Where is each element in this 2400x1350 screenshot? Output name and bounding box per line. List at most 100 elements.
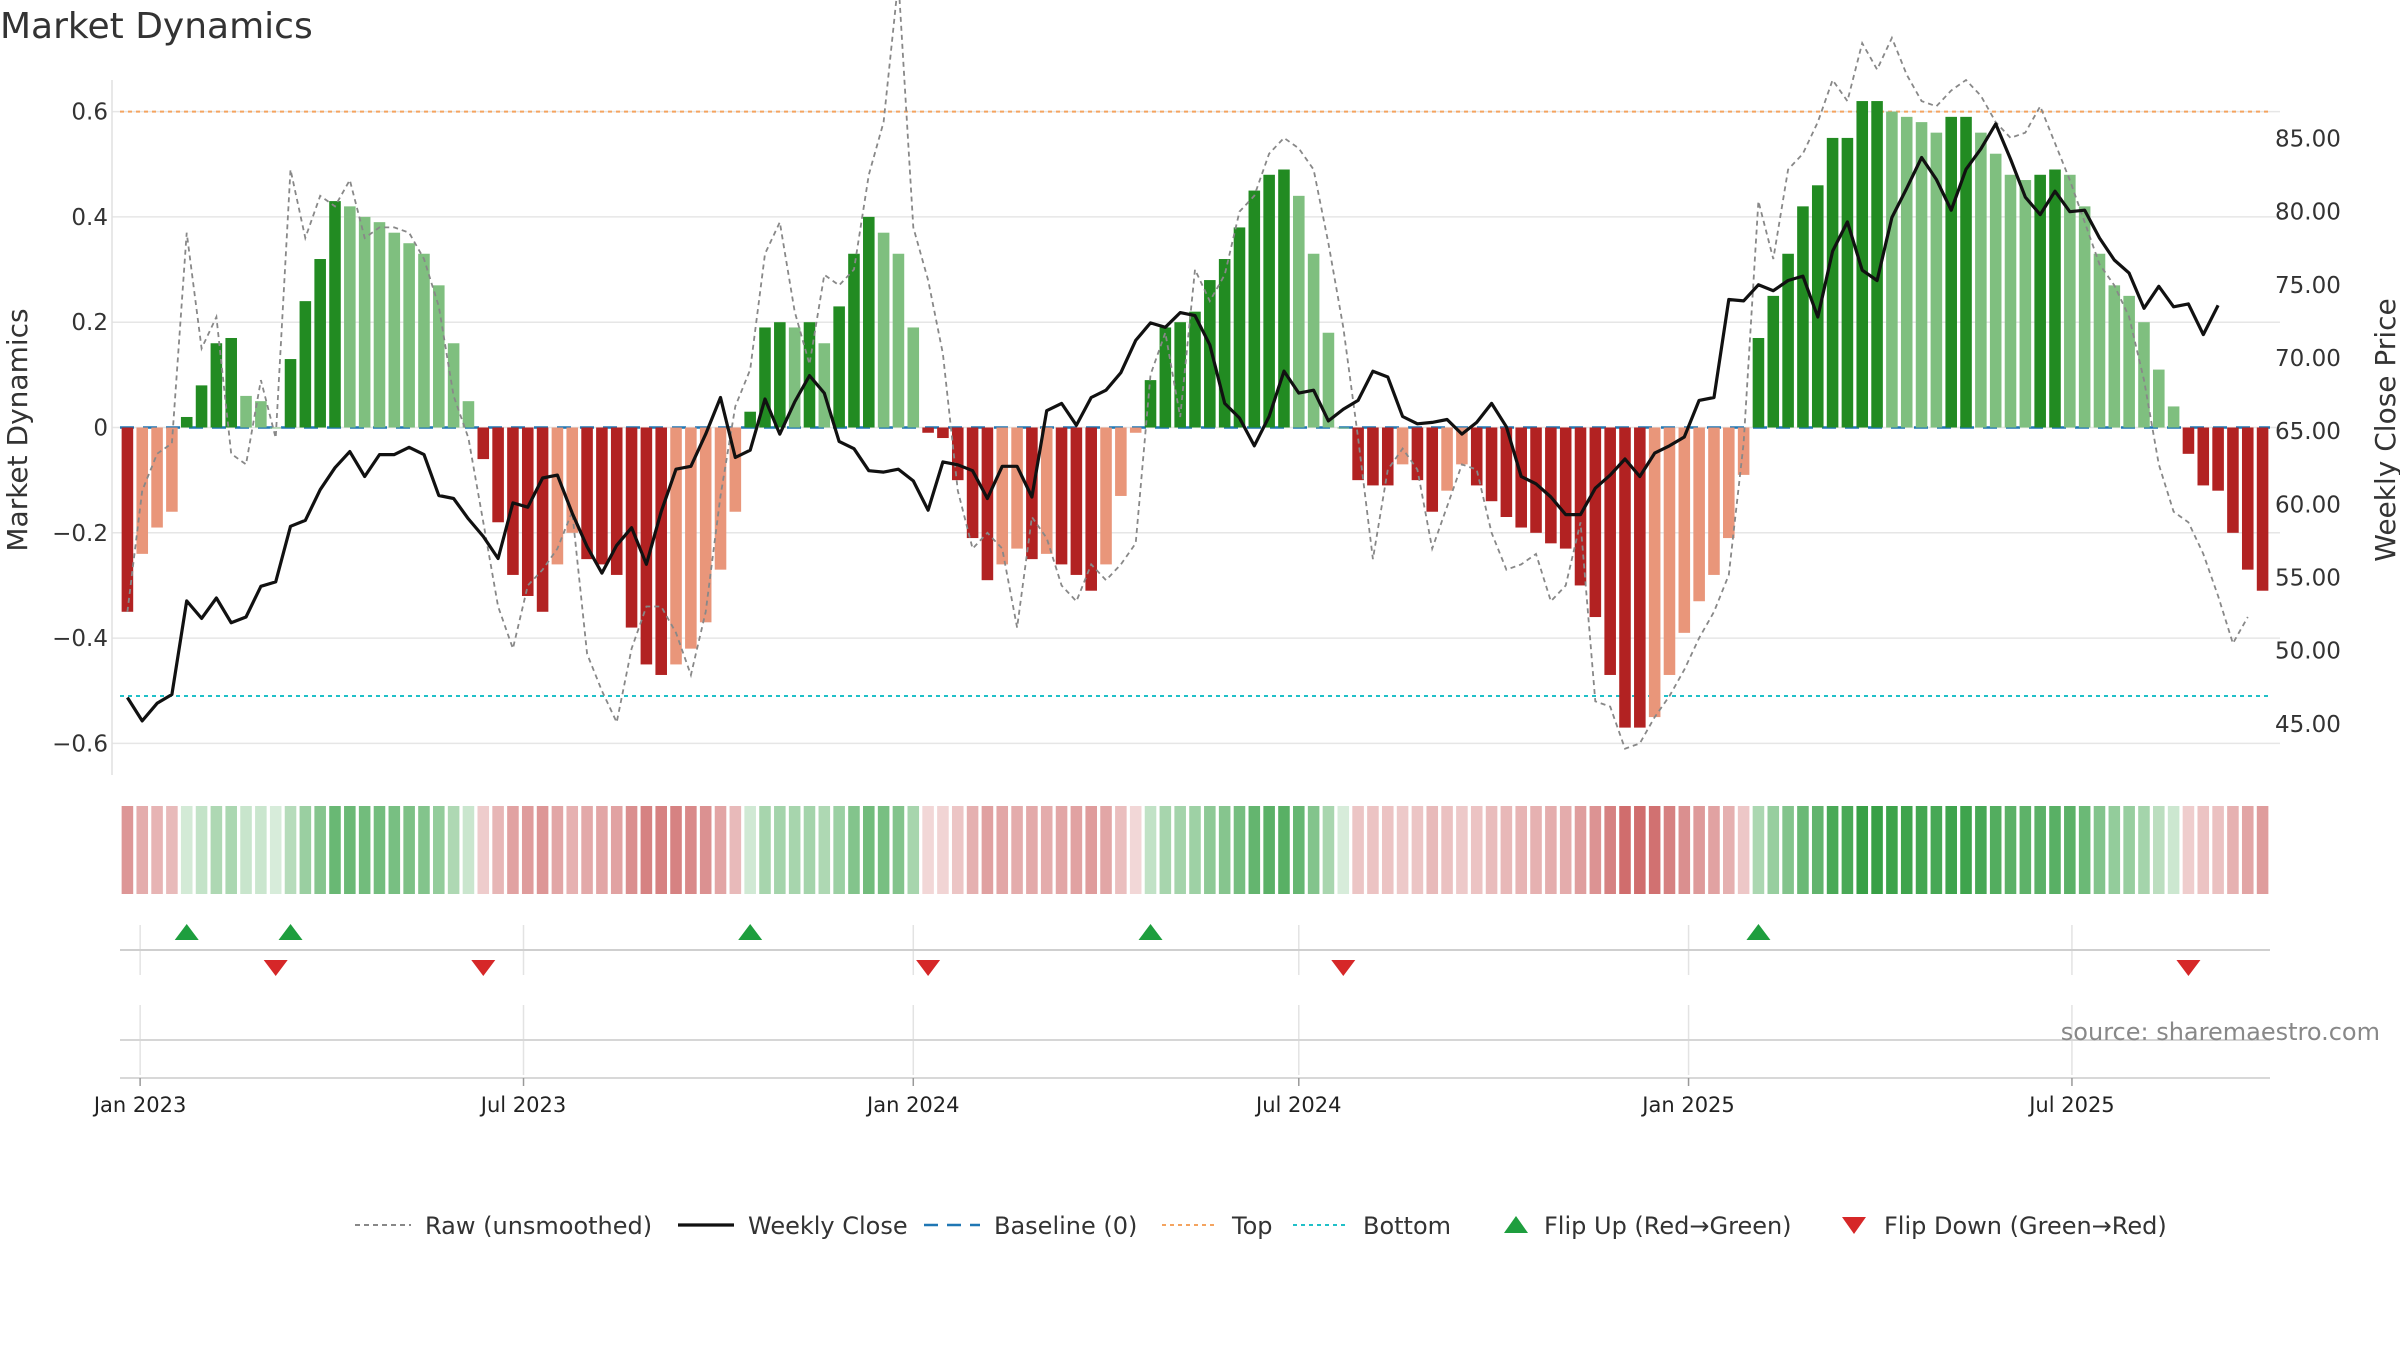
regime-cell — [625, 806, 638, 894]
regime-cell — [699, 806, 712, 894]
legend-swatch-flip-down — [1842, 1217, 1866, 1234]
y-left-tick-label: 0.2 — [71, 310, 108, 336]
regime-cell — [2093, 806, 2106, 894]
regime-cell — [774, 806, 786, 894]
dynamics-bar — [1619, 427, 1631, 728]
dynamics-bar — [536, 427, 549, 612]
regime-cell — [1129, 806, 1142, 894]
dynamics-bar — [1782, 253, 1794, 428]
regime-cell — [195, 806, 208, 894]
dynamics-bar — [1826, 137, 1839, 428]
dynamics-bar — [1441, 427, 1453, 491]
regime-cell — [981, 806, 994, 894]
regime-cell — [1634, 806, 1646, 894]
regime-cell — [2138, 806, 2150, 894]
legend-item-top: Top — [1162, 1212, 1273, 1240]
dynamics-bar — [477, 427, 490, 460]
regime-cell — [121, 806, 134, 894]
dynamics-bar — [2123, 295, 2135, 428]
regime-cell — [1975, 806, 1987, 894]
regime-cell — [1085, 806, 1097, 894]
dynamics-bar — [1055, 427, 1068, 565]
regime-cell — [1233, 806, 1246, 894]
dynamics-bar — [1115, 427, 1127, 496]
regime-cell — [1470, 806, 1483, 894]
regime-cell — [477, 806, 490, 894]
dynamics-bar — [1960, 116, 1972, 428]
dynamics-bar — [1545, 427, 1557, 544]
regime-cell — [329, 806, 341, 894]
regime-cell — [136, 806, 149, 894]
dynamics-bar — [1604, 427, 1616, 675]
dynamics-bar — [1144, 380, 1157, 428]
regime-cell — [2078, 806, 2091, 894]
dynamics-bar — [492, 427, 504, 523]
regime-cell — [388, 806, 401, 894]
dynamics-bar — [1485, 427, 1498, 502]
regime-cell — [818, 806, 831, 894]
regime-cell — [1871, 806, 1883, 894]
regime-cell — [1367, 806, 1379, 894]
regime-cell — [581, 806, 593, 894]
regime-cell — [1174, 806, 1186, 894]
regime-cell — [1574, 806, 1587, 894]
regime-cell — [1886, 806, 1898, 894]
regime-cell — [2049, 806, 2061, 894]
dynamics-bar — [1693, 427, 1705, 602]
regime-cell — [240, 806, 252, 894]
regime-cell — [255, 806, 267, 894]
dynamics-bar — [521, 427, 534, 596]
regime-cell — [2256, 806, 2269, 894]
regime-cell — [1011, 806, 1023, 894]
regime-cell — [1989, 806, 2002, 894]
dynamics-bar — [388, 232, 401, 428]
flip-markers — [174, 924, 2201, 976]
dynamics-bar — [566, 427, 579, 533]
regime-cell — [1619, 806, 1631, 894]
dynamics-bar — [1367, 427, 1379, 486]
dynamics-bar — [166, 427, 178, 512]
dynamics-bar — [1500, 427, 1513, 518]
raw-series — [126, 0, 2249, 750]
x-tick-label: Jul 2024 — [1254, 1093, 1341, 1117]
legend: Raw (unsmoothed) Weekly Close Baseline (0)… — [355, 1212, 2167, 1240]
dynamics-bar — [1070, 427, 1083, 575]
axes: 0.6 0.4 0.2 0 −0.2 −0.4 −0.6 85.00 80.00 75.00 70.… — [52, 80, 2341, 775]
regime-cell — [1204, 806, 1216, 894]
dynamics-bar — [670, 427, 682, 665]
dynamics-bar — [2212, 427, 2224, 491]
regime-cell — [1337, 806, 1350, 894]
y-left-tick-label: 0.4 — [71, 205, 108, 231]
dynamics-bar — [1945, 116, 1957, 428]
regime-cell — [1826, 806, 1839, 894]
regime-cell — [951, 806, 964, 894]
dynamics-bar — [2064, 174, 2076, 428]
regime-cell — [2019, 806, 2032, 894]
dynamics-bar — [833, 306, 845, 428]
regime-cell — [1293, 806, 1305, 894]
dynamics-bar — [2256, 427, 2269, 591]
regime-cell — [610, 806, 623, 894]
dynamics-bar — [433, 285, 445, 428]
dynamics-bar — [1678, 427, 1691, 633]
regime-cell — [314, 806, 326, 894]
regime-cell — [1441, 806, 1453, 894]
regime-cell — [2241, 806, 2254, 894]
regime-cell — [1604, 806, 1616, 894]
dynamics-bar — [2182, 427, 2195, 454]
regime-cell — [1189, 806, 1201, 894]
legend-label: Weekly Close — [748, 1212, 908, 1240]
dynamics-bar — [744, 411, 756, 428]
y-right-tick-label: 70.00 — [2275, 346, 2341, 372]
dynamics-bar — [1930, 132, 1943, 428]
legend-item-baseline: Baseline (0) — [924, 1212, 1137, 1240]
regime-cell — [2123, 806, 2135, 894]
dynamics-bar — [2004, 174, 2017, 428]
dynamics-bar — [195, 385, 208, 428]
bars — [121, 101, 2269, 728]
dynamics-bar — [1841, 137, 1854, 428]
x-tick-label: Jan 2023 — [92, 1093, 187, 1117]
dynamics-bar — [877, 232, 890, 428]
regime-cell — [1278, 806, 1290, 894]
